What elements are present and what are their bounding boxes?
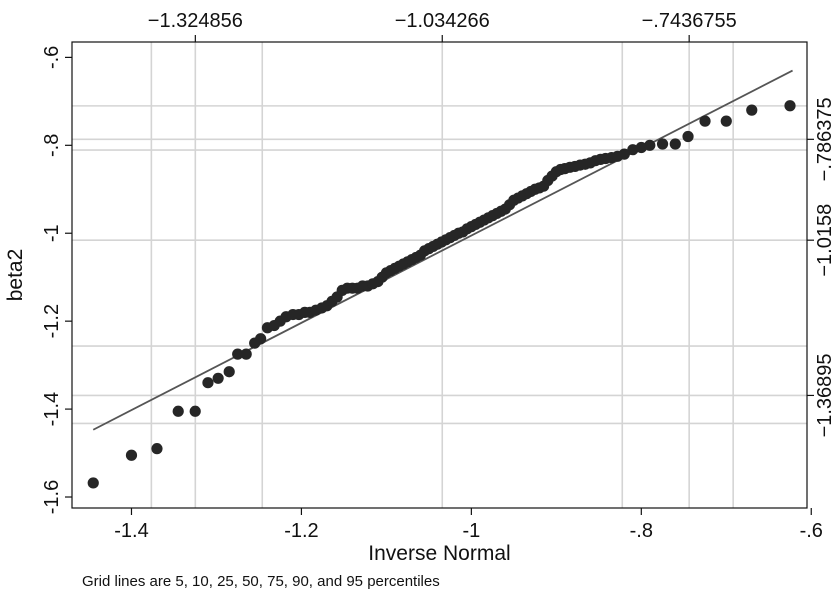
top-tick-label: −.7436755 <box>642 10 737 32</box>
y-axis-label: beta2 <box>4 249 27 302</box>
data-point <box>189 405 201 417</box>
y-tick-label: -1.6 <box>41 480 63 514</box>
data-point <box>682 130 694 143</box>
grid-note: Grid lines are 5, 10, 25, 50, 75, 90, an… <box>82 573 440 590</box>
right-tick-label: −.786375 <box>814 97 836 181</box>
data-point <box>240 348 252 360</box>
y-tick-label: -1 <box>41 224 63 242</box>
data-point <box>720 115 732 127</box>
y-tick-label: -1.2 <box>41 304 63 338</box>
top-tick-label: −1.324856 <box>148 10 243 32</box>
data-point <box>87 477 99 489</box>
percentile-grid <box>72 42 807 508</box>
data-point <box>202 377 214 389</box>
data-points <box>87 100 796 489</box>
data-point <box>212 372 224 384</box>
data-point <box>172 405 184 417</box>
data-point <box>656 138 669 150</box>
top-tick-label: −1.034266 <box>395 10 490 32</box>
data-point <box>644 139 656 151</box>
y-tick-label: -1.4 <box>41 392 63 426</box>
data-point <box>151 443 163 455</box>
data-point <box>669 138 681 150</box>
x-tick-label: -.8 <box>630 520 653 542</box>
x-tick-label: -1 <box>462 520 480 542</box>
data-point <box>618 148 630 160</box>
y-tick-label: -.8 <box>41 134 63 157</box>
data-point <box>255 333 267 345</box>
x-tick-label: -1.2 <box>284 520 318 542</box>
plot-frame <box>71 41 808 509</box>
right-tick-label: −1.36895 <box>814 353 836 437</box>
axes: -1.4 -1.2 -1 -.8 -.6 -1.6 -1.4 -1.2 -1 -.8 -.6 −1.3… <box>41 10 836 542</box>
data-point <box>746 104 758 116</box>
data-point <box>232 348 244 360</box>
data-point <box>223 366 235 378</box>
reference-line-layer <box>92 69 793 431</box>
x-tick-label: -1.4 <box>114 520 148 542</box>
data-point <box>784 100 796 112</box>
data-point <box>699 115 711 127</box>
x-tick-label: -.6 <box>800 520 823 542</box>
data-point <box>627 144 639 156</box>
right-tick-label: −1.0158 <box>814 204 836 277</box>
reference-line <box>92 69 793 431</box>
y-tick-label: -.6 <box>41 46 63 69</box>
x-axis-label: Inverse Normal <box>368 542 510 565</box>
data-point <box>125 449 138 461</box>
data-point <box>635 141 647 154</box>
